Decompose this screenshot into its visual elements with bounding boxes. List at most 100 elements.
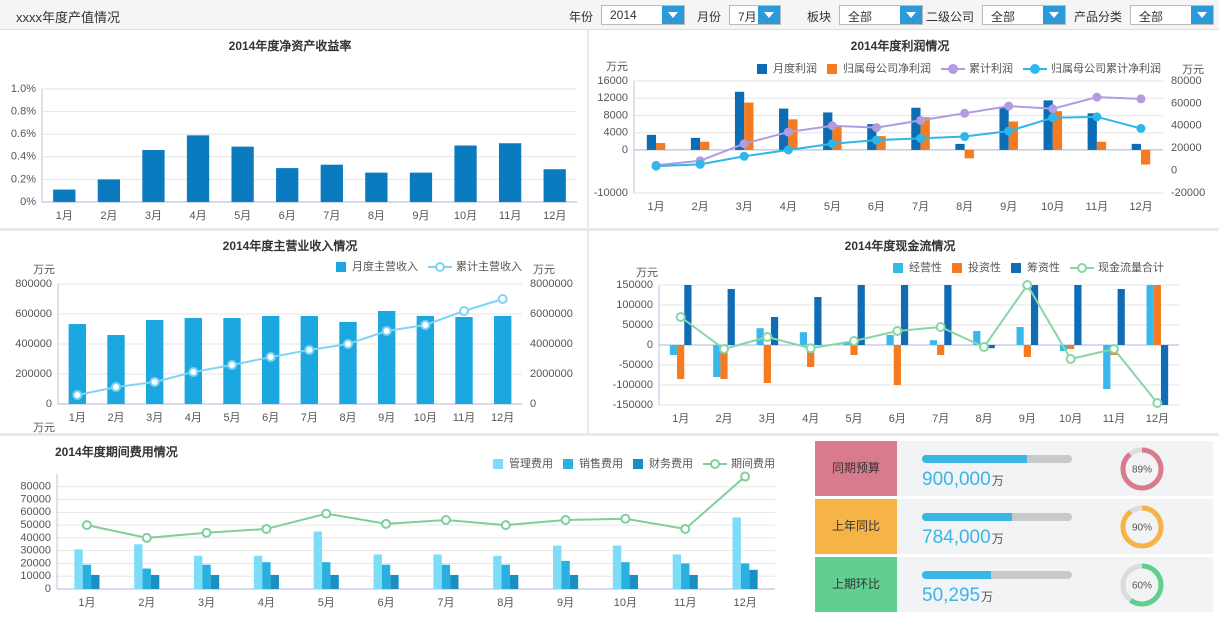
bar: [893, 345, 901, 385]
legend-marker: [952, 263, 962, 273]
y2-tick-label: -20000: [1171, 187, 1205, 199]
kpi-row: 同期预算 900,000万 89%: [815, 441, 1213, 496]
y-tick-label: 50000: [622, 319, 653, 331]
bar: [629, 574, 638, 589]
x-tick-label: 2月: [107, 412, 124, 424]
bar: [727, 289, 735, 345]
progress-fill: [922, 513, 1012, 521]
bar: [843, 343, 851, 345]
y2-tick-label: 0: [1171, 165, 1177, 177]
y-tick-label: 0: [647, 339, 653, 351]
filter-dropdown[interactable]: 全部: [982, 5, 1066, 25]
line-point: [935, 322, 946, 332]
filter-dropdown[interactable]: 2014: [601, 5, 685, 25]
bar: [501, 564, 510, 589]
bar: [455, 317, 473, 404]
x-tick-label: 9月: [1019, 413, 1036, 425]
line-point: [916, 115, 926, 125]
line-point: [420, 319, 431, 330]
line: [86, 475, 746, 539]
y2-tick-label: 4000000: [530, 338, 573, 350]
kpi-value: 50,295万: [922, 585, 993, 607]
bar: [322, 562, 331, 589]
bar: [749, 569, 758, 589]
x-tick-label: 1月: [56, 210, 73, 222]
bar: [937, 345, 945, 355]
filter-label: 年份: [568, 10, 593, 24]
x-tick-label: 12月: [543, 210, 566, 222]
line-point: [1022, 280, 1033, 290]
bar: [1160, 345, 1169, 405]
y-tick-label: 4000: [604, 127, 628, 139]
y-tick-label: 80000: [20, 481, 51, 493]
line-point: [805, 343, 816, 354]
filter-dropdown[interactable]: 全部: [839, 5, 923, 25]
line-point: [1109, 344, 1119, 354]
legend-marker: [493, 459, 503, 469]
y-tick-label: 0: [46, 398, 52, 410]
y-tick-label: 0.6%: [11, 128, 36, 140]
y-tick-label: -50000: [619, 359, 653, 371]
y-tick-label: 600000: [15, 308, 52, 320]
filter-value: 7月: [738, 10, 757, 24]
filter-dropdown[interactable]: 7月: [729, 5, 781, 25]
x-tick-label: 3月: [198, 597, 215, 609]
x-tick-label: 5月: [318, 597, 335, 609]
line-point: [1136, 94, 1146, 104]
bar: [91, 574, 100, 589]
line: [77, 298, 503, 396]
line-point: [739, 151, 749, 161]
bar: [97, 179, 121, 202]
line-point: [783, 145, 793, 155]
x-tick-label: 1月: [672, 413, 689, 425]
line-point: [381, 325, 392, 336]
bar: [1030, 285, 1039, 345]
kpi-value: 900,000万: [922, 469, 1004, 491]
bar: [253, 555, 263, 589]
bar: [1023, 345, 1031, 357]
y-tick-label: 10000: [20, 570, 51, 582]
x-tick-label: 4月: [780, 201, 797, 213]
bar: [498, 143, 522, 202]
line: [680, 283, 1159, 404]
x-tick-label: 5月: [223, 412, 240, 424]
bar: [330, 574, 339, 589]
y-tick-label: 30000: [20, 545, 51, 557]
x-tick-label: 6月: [889, 413, 906, 425]
y2-tick-label: 40000: [1171, 120, 1202, 132]
line-point: [261, 523, 272, 534]
ring-label: 60%: [1132, 581, 1152, 592]
bar: [779, 108, 789, 150]
x-tick-label: 3月: [146, 412, 163, 424]
legend-label: 投资性: [968, 260, 1001, 274]
bar: [377, 311, 396, 404]
bar: [300, 315, 319, 404]
filter-dropdown[interactable]: 全部: [1130, 5, 1214, 25]
bar: [672, 554, 682, 589]
bar: [270, 574, 279, 589]
y2-tick-label: 0: [530, 398, 536, 410]
bar: [734, 91, 745, 150]
bar: [202, 564, 211, 589]
y2-tick-label: 6000000: [530, 308, 573, 320]
chart-title: 2014年度主营业收入情况: [223, 238, 358, 253]
bar: [569, 574, 579, 589]
line-point: [871, 135, 881, 145]
chart-title: 2014年度净资产收益率: [229, 38, 352, 53]
x-tick-label: 5月: [845, 413, 862, 425]
header: xxxx年度产值情况 年份 2014 月份 7月 板块 全部 二级公司 全部 产品分类 全部: [0, 0, 1219, 30]
line-point: [72, 390, 83, 400]
bar: [732, 517, 741, 589]
y-tick-label: 12000: [597, 92, 628, 104]
x-tick-label: 4月: [258, 597, 275, 609]
x-tick-label: 9月: [412, 210, 429, 222]
ring-chart: 89%: [1120, 447, 1164, 491]
line-point: [916, 133, 926, 143]
dropdown-arrow: [758, 6, 780, 24]
line-point: [675, 312, 686, 322]
kpi-row: 上期环比 50,295万 60%: [815, 557, 1213, 612]
y-tick-label: 0%: [20, 196, 36, 208]
bar: [1087, 113, 1097, 150]
legend-label: 筹资性: [1027, 260, 1060, 274]
